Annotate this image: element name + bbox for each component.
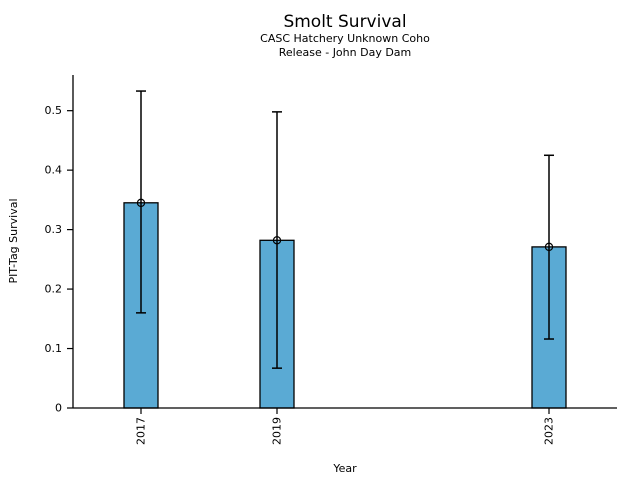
x-tick-label: 2017 [135,417,148,445]
data-point-marker [544,242,554,252]
y-tick-label: 0.3 [45,223,63,236]
data-point-marker [272,236,282,245]
x-tick-label: 2023 [543,417,556,445]
y-tick-label: 0.1 [45,342,63,355]
y-tick-label: 0 [55,402,62,415]
plot-area: 0 0.1 0.2 0.3 0.4 0.5 2017 2019 2023 [45,75,617,445]
chart-title: Smolt Survival [283,12,406,32]
y-axis-label: PIT-Tag Survival [7,198,20,283]
y-tick-label: 0.2 [45,283,63,296]
y-tick-label: 0.4 [45,164,63,177]
x-axis-label: Year [332,462,357,475]
y-tick-label: 0.5 [45,104,63,117]
chart-subtitle-line2: Release - John Day Dam [279,46,412,59]
data-point-marker [136,198,146,208]
x-tick-label: 2019 [271,417,284,445]
chart-subtitle-line1: CASC Hatchery Unknown Coho [260,32,430,45]
